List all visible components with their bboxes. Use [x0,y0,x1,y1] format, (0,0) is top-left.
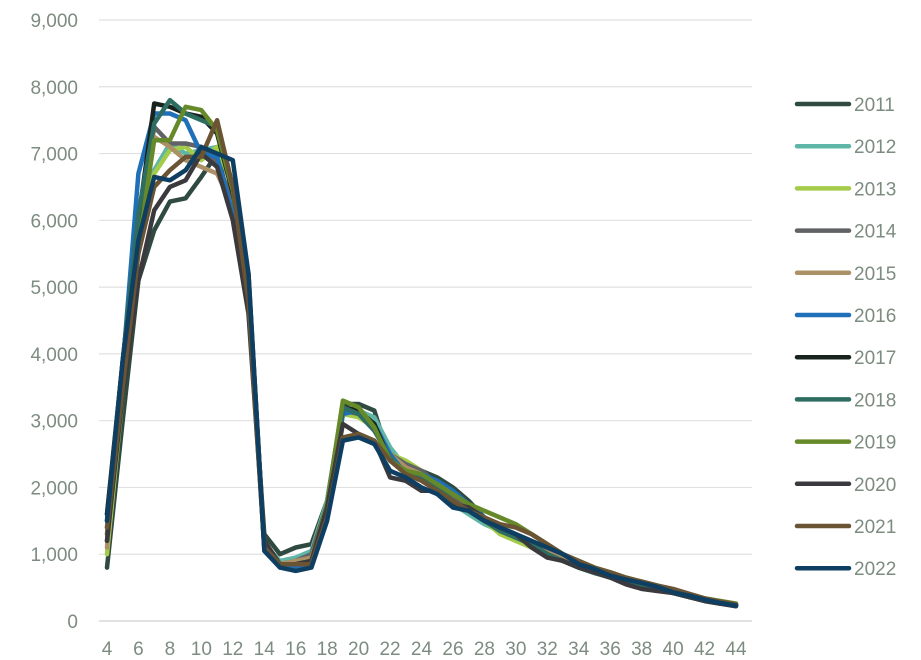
y-tick-label: 6,000 [30,211,78,232]
x-tick-label: 16 [285,639,306,660]
x-tick-label: 18 [317,639,338,660]
y-tick-label: 5,000 [30,278,78,299]
x-tick-label: 14 [254,639,276,660]
series-line-2014 [104,124,739,608]
x-tick-label: 10 [191,639,212,660]
x-tick-label: 36 [600,639,621,660]
y-tick-label: 7,000 [30,145,78,166]
legend-label: 2013 [854,179,896,200]
x-tick-label: 12 [222,639,243,660]
legend-label: 2017 [854,348,896,369]
series-line-2012 [104,141,739,608]
series-line-2011 [104,151,739,607]
gridlines [99,19,752,622]
x-tick-label: 42 [694,639,715,660]
legend-label: 2020 [854,475,896,496]
legend-label: 2021 [854,517,896,538]
x-tick-label: 20 [348,639,369,660]
x-axis-ticks: 4 6 8 10 12 14 16 18 20 22 24 26 28 30 32 34 36 38 40 42 44 [102,639,747,660]
y-tick-label: 9,000 [30,11,78,32]
series-lines [104,97,739,609]
x-tick-label: 44 [725,639,747,660]
x-tick-label: 30 [505,639,526,660]
y-tick-label: 1,000 [30,545,78,566]
x-tick-label: 24 [411,639,433,660]
x-tick-label: 6 [133,639,144,660]
y-tick-label: 4,000 [30,345,78,366]
legend: 2011 2012 2013 2014 2015 2016 2017 2018 2019 2020… [794,95,897,580]
legend-label: 2014 [854,222,897,243]
x-tick-label: 4 [102,639,113,660]
legend-label: 2015 [854,264,896,285]
series-line-2022 [104,144,739,608]
series-line-2016 [104,111,739,608]
legend-label: 2018 [854,390,896,411]
legend-label: 2016 [854,306,896,327]
x-tick-label: 28 [474,639,495,660]
x-tick-label: 26 [442,639,463,660]
series-line-2019 [104,104,739,606]
legend-label: 2022 [854,559,896,580]
series-line-2015 [104,134,739,608]
legend-label: 2019 [854,433,896,454]
x-tick-label: 32 [537,639,558,660]
x-tick-label: 38 [631,639,652,660]
y-tick-label: 3,000 [30,412,78,433]
series-line-2020 [104,151,739,609]
legend-label: 2012 [854,137,896,158]
x-tick-label: 8 [165,639,176,660]
y-tick-label: 8,000 [30,78,78,99]
legend-label: 2011 [854,95,895,116]
y-tick-label: 0 [67,612,78,633]
series-line-2021 [104,117,739,607]
x-tick-label: 22 [379,639,400,660]
x-tick-label: 40 [663,639,684,660]
x-tick-label: 34 [568,639,590,660]
y-axis-ticks: 0 1,000 2,000 3,000 4,000 5,000 6,000 7,000 8,00… [30,11,78,633]
series-line-2013 [104,144,739,608]
y-tick-label: 2,000 [30,478,78,499]
